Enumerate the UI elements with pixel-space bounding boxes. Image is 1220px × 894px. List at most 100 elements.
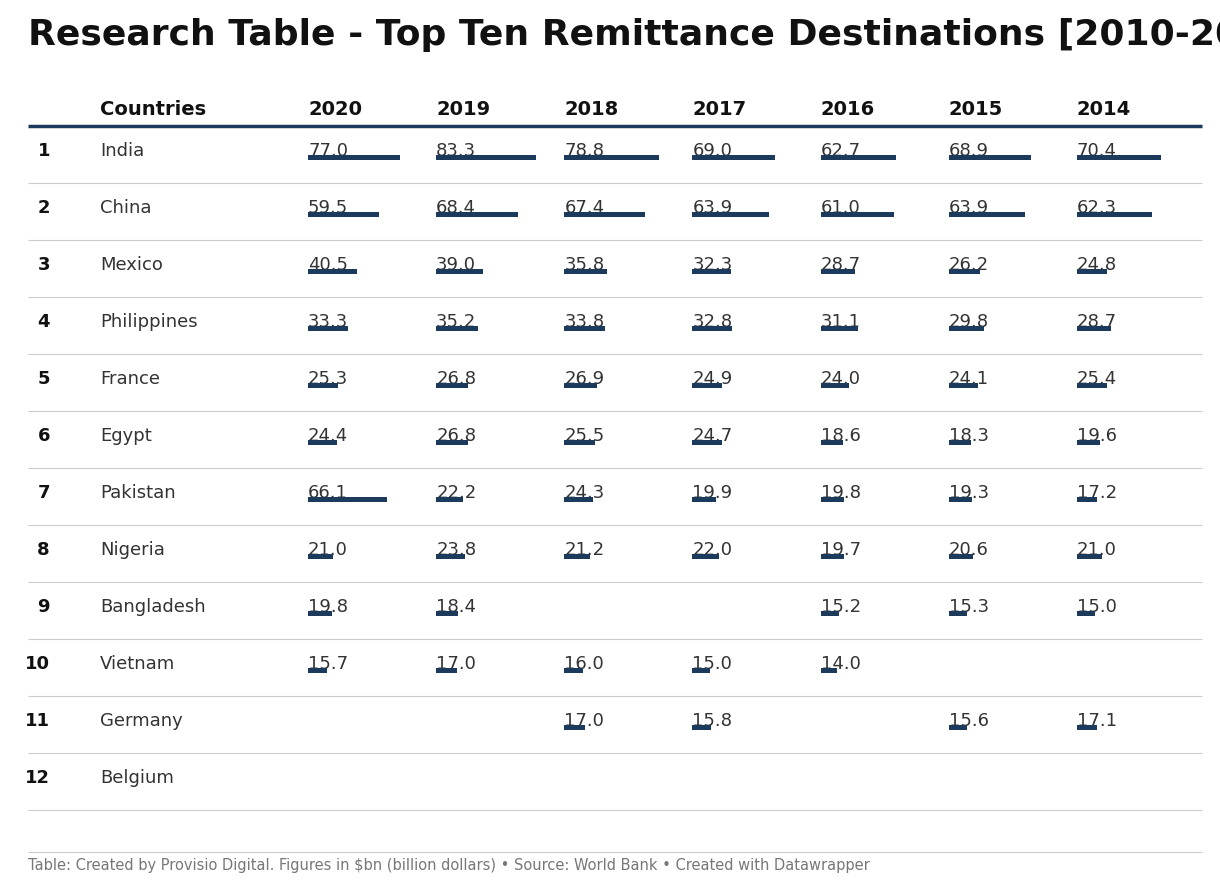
Bar <box>1077 383 1108 388</box>
Text: 62.7: 62.7 <box>821 142 860 160</box>
Text: 33.8: 33.8 <box>565 313 604 331</box>
Bar <box>307 326 348 331</box>
Text: 78.8: 78.8 <box>565 142 604 160</box>
Bar <box>307 611 332 616</box>
Text: 4: 4 <box>38 313 50 331</box>
Text: 3: 3 <box>38 256 50 274</box>
Text: 68.4: 68.4 <box>436 199 476 217</box>
Text: Pakistan: Pakistan <box>100 484 176 502</box>
Bar <box>693 155 775 160</box>
Text: 24.4: 24.4 <box>307 427 348 445</box>
Text: 63.9: 63.9 <box>693 199 732 217</box>
Bar <box>821 212 894 217</box>
Bar <box>1077 611 1094 616</box>
Text: 24.9: 24.9 <box>693 370 733 388</box>
Bar <box>436 383 468 388</box>
Text: 15.3: 15.3 <box>949 598 989 616</box>
Text: 15.8: 15.8 <box>693 712 732 730</box>
Bar <box>821 497 844 502</box>
Text: 15.2: 15.2 <box>821 598 860 616</box>
Bar <box>436 440 468 445</box>
Bar <box>307 554 333 559</box>
Text: 8: 8 <box>38 541 50 559</box>
Bar <box>1077 440 1100 445</box>
Text: 24.1: 24.1 <box>949 370 989 388</box>
Bar <box>949 212 1025 217</box>
Bar <box>307 497 387 502</box>
Bar <box>436 269 483 274</box>
Text: 70.4: 70.4 <box>1077 142 1116 160</box>
Text: 5: 5 <box>38 370 50 388</box>
Text: 18.6: 18.6 <box>821 427 860 445</box>
Text: Countries: Countries <box>100 100 206 119</box>
Text: 15.0: 15.0 <box>693 655 732 673</box>
Text: 68.9: 68.9 <box>949 142 988 160</box>
Bar <box>949 155 1031 160</box>
Text: 26.8: 26.8 <box>436 427 476 445</box>
Bar <box>1077 725 1097 730</box>
Text: 26.9: 26.9 <box>565 370 604 388</box>
Text: 24.7: 24.7 <box>693 427 733 445</box>
Text: 15.0: 15.0 <box>1077 598 1116 616</box>
Text: 7: 7 <box>38 484 50 502</box>
Text: Egypt: Egypt <box>100 427 151 445</box>
Bar <box>949 554 974 559</box>
Text: 31.1: 31.1 <box>821 313 860 331</box>
Bar <box>565 440 595 445</box>
Bar <box>949 497 972 502</box>
Text: 17.0: 17.0 <box>436 655 476 673</box>
Bar <box>821 611 839 616</box>
Text: 2014: 2014 <box>1077 100 1131 119</box>
Text: Vietnam: Vietnam <box>100 655 176 673</box>
Text: 40.5: 40.5 <box>307 256 348 274</box>
Text: 35.8: 35.8 <box>565 256 604 274</box>
Bar <box>307 269 356 274</box>
Text: 19.8: 19.8 <box>307 598 348 616</box>
Bar <box>436 155 536 160</box>
Text: Germany: Germany <box>100 712 183 730</box>
Bar <box>1077 497 1098 502</box>
Bar <box>949 725 967 730</box>
Text: 14.0: 14.0 <box>821 655 860 673</box>
Bar <box>949 440 971 445</box>
Text: 26.2: 26.2 <box>949 256 989 274</box>
Text: 17.0: 17.0 <box>565 712 604 730</box>
Text: 59.5: 59.5 <box>307 199 348 217</box>
Bar <box>307 383 338 388</box>
Text: 2017: 2017 <box>693 100 747 119</box>
Text: 66.1: 66.1 <box>307 484 348 502</box>
Bar <box>949 326 985 331</box>
Text: 2018: 2018 <box>565 100 619 119</box>
Bar <box>436 554 465 559</box>
Text: Research Table - Top Ten Remittance Destinations [2010-20]: Research Table - Top Ten Remittance Dest… <box>28 18 1220 52</box>
Text: 32.8: 32.8 <box>693 313 732 331</box>
Text: 28.7: 28.7 <box>821 256 860 274</box>
Bar <box>693 212 769 217</box>
Text: 15.7: 15.7 <box>307 655 348 673</box>
Text: 35.2: 35.2 <box>436 313 476 331</box>
Bar <box>949 269 980 274</box>
Text: Mexico: Mexico <box>100 256 163 274</box>
Bar <box>436 497 462 502</box>
Text: 22.2: 22.2 <box>436 484 476 502</box>
Bar <box>693 326 732 331</box>
Text: China: China <box>100 199 151 217</box>
Bar <box>565 383 597 388</box>
Bar <box>307 155 400 160</box>
Bar <box>436 326 478 331</box>
Text: France: France <box>100 370 160 388</box>
Text: 28.7: 28.7 <box>1077 313 1118 331</box>
Text: 18.3: 18.3 <box>949 427 988 445</box>
Text: 19.9: 19.9 <box>693 484 732 502</box>
Text: 6: 6 <box>38 427 50 445</box>
Text: 21.2: 21.2 <box>565 541 604 559</box>
Bar <box>821 668 837 673</box>
Bar <box>307 440 337 445</box>
Text: 29.8: 29.8 <box>949 313 989 331</box>
Text: 24.3: 24.3 <box>565 484 605 502</box>
Bar <box>1077 554 1102 559</box>
Text: Bangladesh: Bangladesh <box>100 598 206 616</box>
Text: Philippines: Philippines <box>100 313 198 331</box>
Bar <box>565 554 589 559</box>
Text: 21.0: 21.0 <box>307 541 348 559</box>
